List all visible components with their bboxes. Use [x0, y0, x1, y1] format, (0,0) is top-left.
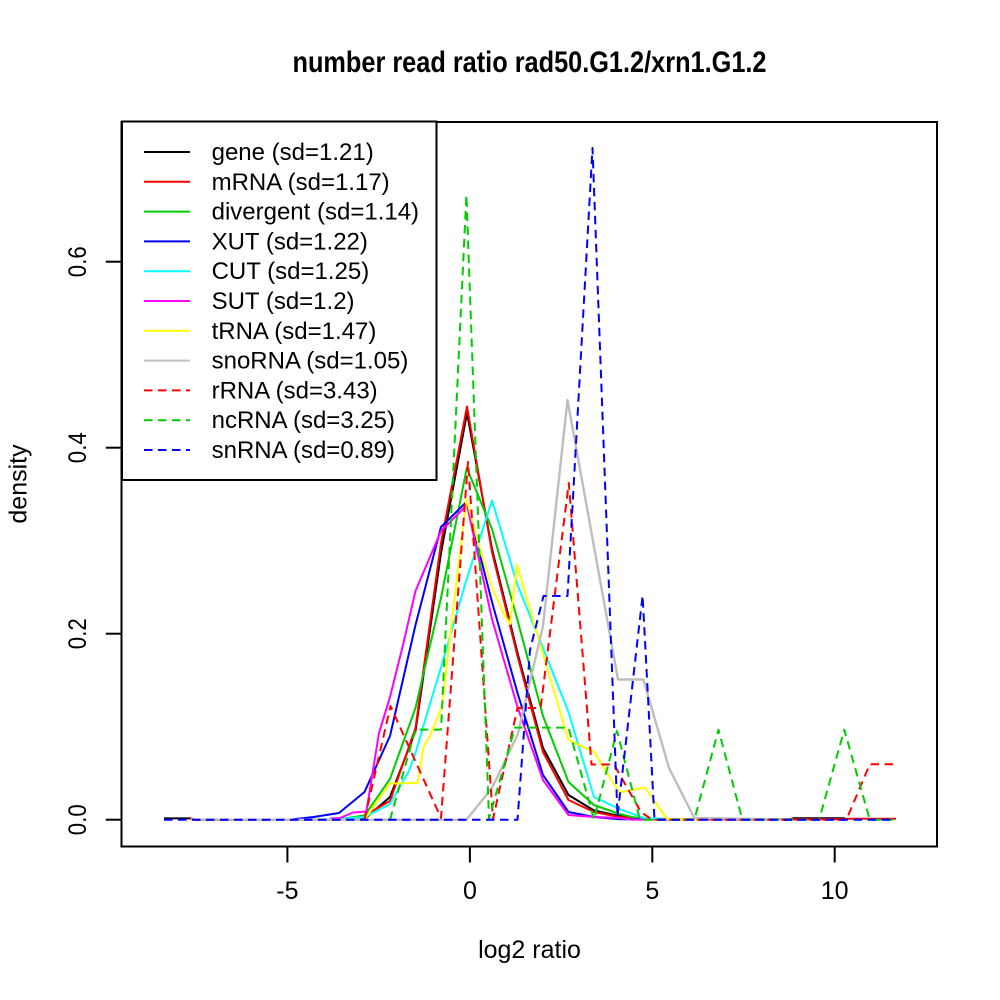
svg-text:XUT (sd=1.22): XUT (sd=1.22) [212, 228, 368, 255]
svg-text:0.2: 0.2 [64, 618, 92, 649]
svg-text:5: 5 [645, 877, 659, 905]
svg-text:number read ratio rad50.G1.2/x: number read ratio rad50.G1.2/xrn1.G1.2 [293, 46, 767, 79]
svg-text:gene (sd=1.21): gene (sd=1.21) [212, 139, 374, 166]
svg-text:ncRNA (sd=3.25): ncRNA (sd=3.25) [212, 407, 395, 434]
svg-text:snRNA (sd=0.89): snRNA (sd=0.89) [212, 437, 395, 464]
svg-text:tRNA (sd=1.47): tRNA (sd=1.47) [212, 318, 377, 345]
svg-text:CUT (sd=1.25): CUT (sd=1.25) [212, 258, 370, 285]
svg-text:density: density [5, 444, 33, 524]
svg-text:divergent (sd=1.14): divergent (sd=1.14) [212, 199, 419, 226]
svg-text:log2 ratio: log2 ratio [478, 936, 581, 964]
svg-text:10: 10 [821, 877, 849, 905]
svg-text:rRNA (sd=3.43): rRNA (sd=3.43) [212, 377, 378, 404]
svg-text:0.0: 0.0 [64, 804, 92, 835]
svg-text:snoRNA (sd=1.05): snoRNA (sd=1.05) [212, 348, 409, 375]
svg-text:SUT (sd=1.2): SUT (sd=1.2) [212, 288, 355, 315]
svg-text:0.4: 0.4 [64, 432, 92, 463]
svg-text:0.6: 0.6 [64, 246, 92, 277]
svg-text:0: 0 [463, 877, 477, 905]
svg-text:mRNA (sd=1.17): mRNA (sd=1.17) [212, 169, 390, 196]
svg-text:-5: -5 [276, 877, 298, 905]
